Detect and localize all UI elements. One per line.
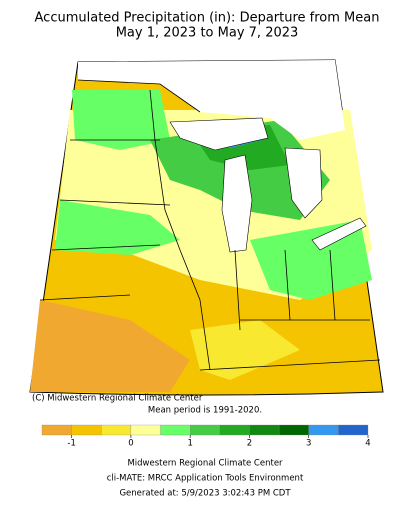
- map: (C) Midwestern Regional Climate Center: [29, 59, 384, 404]
- colorbar-tick-label: 4: [365, 439, 370, 449]
- colorbar-bin: [278, 424, 309, 436]
- colorbar-bin: [308, 424, 339, 436]
- colorbar-bin: [41, 424, 72, 436]
- colorbar-tick-label: 2: [247, 439, 252, 449]
- colorbar-tick-label: 0: [128, 439, 133, 449]
- footer-line: Generated at: 5/9/2023 3:02:43 PM CDT: [119, 489, 291, 499]
- title-line: May 1, 2023 to May 7, 2023: [116, 26, 299, 41]
- title-line: Accumulated Precipitation (in): Departur…: [35, 11, 380, 26]
- colorbar-bin: [160, 424, 191, 436]
- colorbar-tick-label: 3: [306, 439, 311, 449]
- map-credit: (C) Midwestern Regional Climate Center: [32, 394, 203, 404]
- footer-line: Midwestern Regional Climate Center: [127, 459, 283, 469]
- colorbar-bin: [249, 424, 280, 436]
- colorbar-bin: [130, 424, 161, 436]
- colorbar-tick-label: 1: [187, 439, 192, 449]
- colorbar-bin: [190, 424, 220, 436]
- colorbar-tick-label: -1: [67, 439, 75, 449]
- mean-period-note: Mean period is 1991-2020.: [148, 406, 262, 416]
- colorbar-bin: [219, 424, 250, 436]
- colorbar-bin: [101, 424, 132, 436]
- colorbar: -1 0 1 2 3 4: [41, 424, 371, 449]
- colorbar-bin: [338, 424, 369, 436]
- colorbar-bin: [71, 424, 102, 436]
- footer-line: cli-MATE: MRCC Application Tools Environ…: [107, 474, 304, 484]
